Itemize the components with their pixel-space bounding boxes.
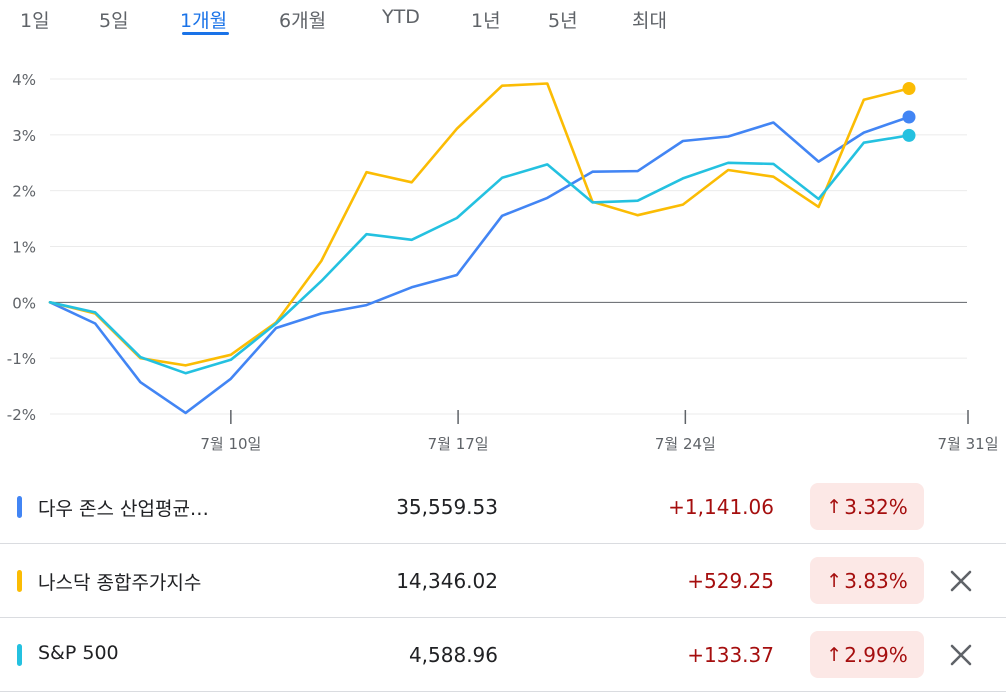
index-row-sp500[interactable]: S&P 500 4,588.96 +133.37 ↑ 2.99%: [0, 618, 1006, 692]
active-tab-indicator: [182, 32, 229, 35]
series-color-swatch: [17, 496, 22, 518]
arrow-up-icon: ↑: [826, 643, 843, 666]
series-end-point: [902, 81, 916, 95]
index-row-dow[interactable]: 다우 존스 산업평균… 35,559.53 +1,141.06 ↑ 3.32%: [0, 470, 1006, 544]
y-tick-label: 3%: [12, 127, 36, 145]
index-price: 35,559.53: [396, 495, 498, 519]
index-price: 14,346.02: [396, 569, 498, 593]
percent-change-badge: ↑ 3.83%: [810, 557, 924, 604]
range-tabs: 1일 5일 1개월 6개월 YTD 1년 5년 최대: [0, 0, 1006, 44]
series-line: [48, 82, 911, 367]
tab-1m[interactable]: 1개월: [180, 10, 228, 32]
arrow-up-icon: ↑: [826, 569, 843, 592]
series-color-swatch: [17, 570, 22, 592]
y-tick-label: 0%: [12, 294, 36, 312]
tab-ytd[interactable]: YTD: [382, 6, 420, 28]
index-name: 나스닥 종합주가지수: [38, 572, 202, 594]
y-tick-label: -1%: [7, 350, 36, 368]
percent-change-value: 3.83%: [844, 568, 908, 593]
tab-1d[interactable]: 1일: [20, 10, 50, 32]
tab-5y[interactable]: 5년: [548, 10, 578, 32]
series-end-point: [902, 110, 916, 124]
y-tick-label: 4%: [12, 71, 36, 89]
series-line: [48, 115, 911, 415]
x-tick-label: 7월 10일: [200, 435, 261, 453]
y-tick-label: 1%: [12, 239, 36, 257]
y-tick-label: -2%: [7, 406, 36, 424]
index-price: 4,588.96: [408, 643, 498, 667]
x-tick-label: 7월 24일: [655, 435, 716, 453]
index-change: +1,141.06: [668, 495, 774, 519]
tab-6m[interactable]: 6개월: [279, 10, 327, 32]
arrow-up-icon: ↑: [826, 495, 843, 518]
index-change: +529.25: [687, 569, 774, 593]
tab-5d[interactable]: 5일: [99, 10, 129, 32]
x-tick-label: 7월 17일: [428, 435, 489, 453]
series-color-swatch: [17, 644, 22, 666]
index-list: 다우 존스 산업평균… 35,559.53 +1,141.06 ↑ 3.32% …: [0, 470, 1006, 692]
series-end-point: [902, 128, 916, 142]
percent-change-badge: ↑ 3.32%: [810, 483, 924, 530]
index-name: 다우 존스 산업평균…: [38, 498, 209, 520]
x-tick-label: 7월 31일: [938, 435, 999, 453]
percent-change-value: 3.32%: [844, 494, 908, 519]
tab-1y[interactable]: 1년: [471, 10, 501, 32]
comparison-line-chart: 4% 3% 2% 1% 0% -1% -2% 7월 10일 7월 17일 7월 24일 7월 31일: [7, 71, 999, 453]
index-row-nasdaq[interactable]: 나스닥 종합주가지수 14,346.02 +529.25 ↑ 3.83%: [0, 544, 1006, 618]
index-name: S&P 500: [38, 642, 119, 664]
tab-max[interactable]: 최대: [632, 10, 667, 32]
index-change: +133.37: [687, 643, 774, 667]
y-tick-label: 2%: [12, 183, 36, 201]
percent-change-value: 2.99%: [844, 642, 908, 667]
percent-change-badge: ↑ 2.99%: [810, 631, 924, 678]
close-icon[interactable]: [946, 566, 976, 596]
close-icon[interactable]: [946, 640, 976, 670]
series-line: [48, 134, 911, 375]
